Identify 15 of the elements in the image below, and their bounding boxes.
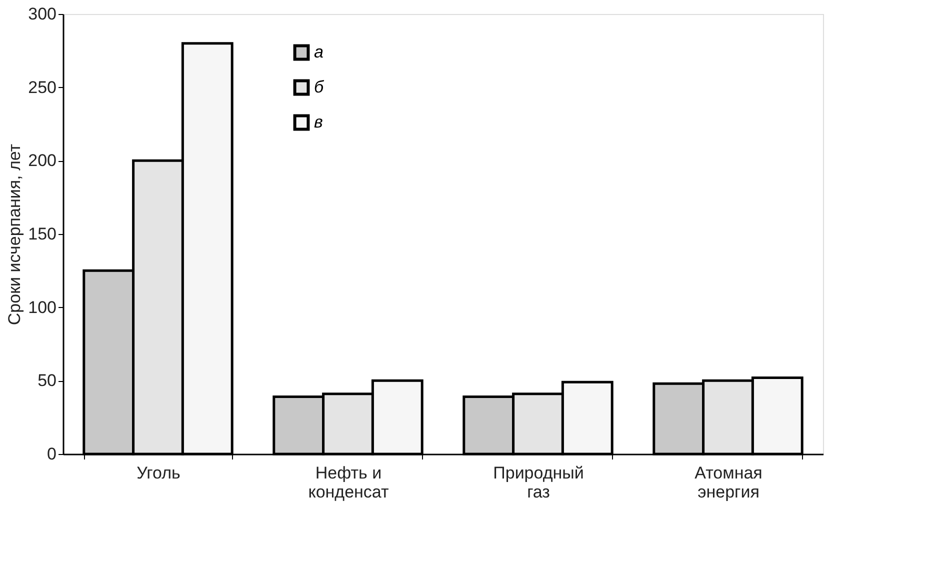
y-tick-label: 300	[28, 4, 56, 24]
y-tick-label: 250	[28, 78, 56, 97]
y-tick-label: 0	[47, 444, 56, 464]
legend-label: а	[314, 42, 324, 62]
x-tick-label: Атомная энергия	[694, 464, 762, 502]
x-tick-label: Природный газ	[493, 464, 584, 502]
x-tick-label: Нефть и конденсат	[308, 464, 390, 502]
y-tick-label: 200	[28, 151, 56, 170]
legend-label: в	[314, 112, 323, 132]
y-tick-label: 50	[38, 371, 56, 390]
y-tick-label: 100	[28, 298, 56, 317]
y-tick-label: 150	[28, 224, 56, 244]
x-tick-label: Уголь	[136, 464, 180, 482]
legend-label: б	[314, 78, 325, 96]
y-axis-title: Сроки исчерпания, лет	[5, 144, 24, 326]
